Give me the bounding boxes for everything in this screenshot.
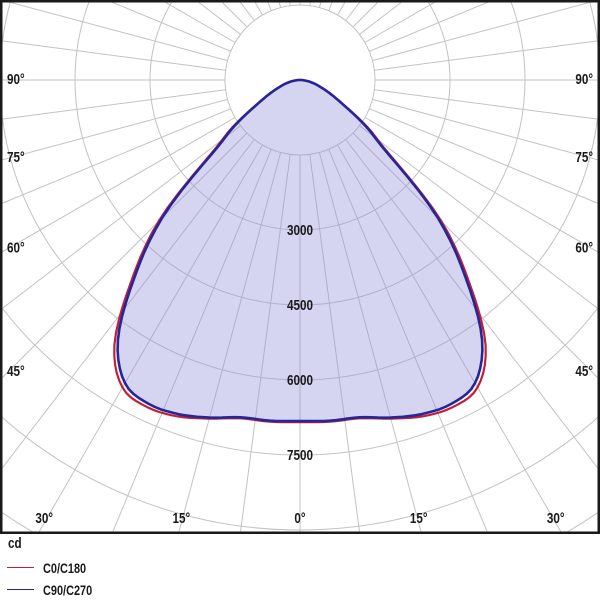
legend-item-c0-c180: C0/C180 xyxy=(0,560,300,576)
grid-spoke xyxy=(2,117,236,253)
angle-label-bottom: 0° xyxy=(294,510,305,527)
ring-value-label: 3000 xyxy=(287,222,313,239)
grid-spoke xyxy=(2,125,241,309)
grid-spoke xyxy=(352,132,598,379)
angle-label-right: 45° xyxy=(575,363,593,380)
unit-label-text: cd xyxy=(8,535,22,552)
grid-spoke xyxy=(239,154,291,532)
unit-label: cd xyxy=(8,535,26,552)
legend-line-swatch-c0 xyxy=(7,567,34,568)
grid-spoke xyxy=(111,2,231,52)
grid-spoke xyxy=(178,152,282,532)
grid-spoke xyxy=(2,98,228,161)
ring-value-label: 7500 xyxy=(287,447,313,464)
angle-label-bottom: 15° xyxy=(410,510,428,527)
grid-spoke xyxy=(369,108,598,204)
grid-spoke xyxy=(2,108,231,204)
angle-label-left: 75° xyxy=(7,149,25,166)
grid-spoke xyxy=(369,2,489,52)
grid-spoke xyxy=(2,40,226,71)
intensity-curves xyxy=(113,78,487,424)
grid-spoke xyxy=(372,98,598,161)
grid-spoke xyxy=(374,89,598,120)
grid-spoke xyxy=(2,139,255,469)
angle-label-left: 90° xyxy=(7,71,25,88)
grid-spoke xyxy=(364,2,436,43)
grid-spoke xyxy=(309,154,361,532)
angle-label-left: 60° xyxy=(7,239,25,256)
chart-frame xyxy=(0,0,600,534)
grid-spoke xyxy=(328,149,488,532)
grid-spokes xyxy=(2,2,598,532)
angle-label-bottom: 30° xyxy=(547,510,565,527)
polar-grid xyxy=(2,2,598,532)
legend-item-c90-c270: C90/C270 xyxy=(0,582,300,598)
ring-value-label: 6000 xyxy=(287,372,313,389)
grid-spoke xyxy=(372,2,592,62)
angle-labels: 90° 75° 60° 45° 90° 75° 60° 45° 30° 15° 0° 15° 30° xyxy=(7,71,593,527)
angle-label-left: 45° xyxy=(7,363,25,380)
ring-value-labels: 3000 4500 6000 7500 xyxy=(287,222,313,464)
ring-value-label: 4500 xyxy=(287,297,313,314)
grid-spoke xyxy=(359,125,598,309)
curve-c90-c270 xyxy=(116,78,484,423)
angle-label-right: 90° xyxy=(575,71,593,88)
grid-spoke xyxy=(221,2,248,28)
grid-spoke xyxy=(364,117,598,253)
angle-label-right: 75° xyxy=(575,149,593,166)
grid-spoke xyxy=(8,2,228,62)
grid-spoke xyxy=(352,2,379,28)
angle-label-bottom: 30° xyxy=(35,510,53,527)
grid-spoke xyxy=(318,152,422,532)
angle-label-right: 60° xyxy=(575,239,593,256)
grid-spoke xyxy=(345,139,598,469)
grid-spoke xyxy=(2,132,248,379)
grid-spoke xyxy=(112,149,272,532)
legend-label-c0: C0/C180 xyxy=(43,560,87,576)
grid-spoke xyxy=(38,144,263,532)
grid-spoke xyxy=(374,40,598,71)
polar-chart: 3000 4500 6000 7500 90° 75° 60° 45° 90° 75° 60° 45°… xyxy=(0,0,600,534)
angle-label-bottom: 15° xyxy=(172,510,190,527)
grid-spoke xyxy=(164,2,236,43)
grid-spoke xyxy=(2,89,226,120)
legend: cd C0/C180 C90/C270 xyxy=(0,534,600,600)
legend-line-swatch-c90 xyxy=(7,589,34,590)
grid-spoke xyxy=(337,144,562,532)
legend-label-c90: C90/C270 xyxy=(43,582,93,598)
